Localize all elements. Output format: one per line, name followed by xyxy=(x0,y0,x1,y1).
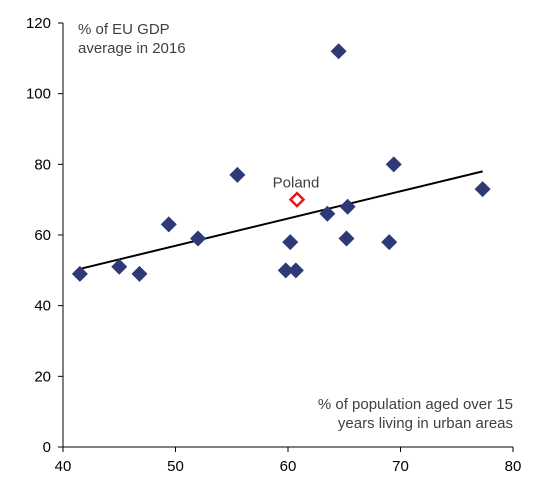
data-point xyxy=(160,216,177,233)
data-point xyxy=(381,234,398,251)
data-point xyxy=(111,258,128,275)
x-axis-note-line2: years living in urban areas xyxy=(338,415,513,432)
x-tick-label: 60 xyxy=(280,458,297,475)
y-axis-note-line2: average in 2016 xyxy=(78,40,186,57)
y-tick-label: 0 xyxy=(43,439,51,456)
data-point xyxy=(229,166,246,183)
point-labels: Poland xyxy=(273,175,320,192)
poland-label: Poland xyxy=(273,175,320,192)
x-tick-label: 50 xyxy=(167,458,184,475)
data-point xyxy=(282,234,299,251)
x-tick-label: 70 xyxy=(392,458,409,475)
poland-point xyxy=(288,191,306,208)
data-point xyxy=(287,262,304,279)
data-points xyxy=(71,43,491,282)
y-tick-label: 60 xyxy=(34,227,51,244)
data-point xyxy=(71,265,88,282)
y-tick-label: 120 xyxy=(26,15,51,32)
y-tick-label: 40 xyxy=(34,298,51,315)
x-axis-note-line1: % of population aged over 15 xyxy=(318,396,513,413)
y-tick-label: 100 xyxy=(26,86,51,103)
data-point xyxy=(277,262,294,279)
y-axis-note-line1: % of EU GDP xyxy=(78,21,170,38)
x-tick-label: 40 xyxy=(55,458,72,475)
x-tick-label: 80 xyxy=(505,458,522,475)
y-tick-label: 20 xyxy=(34,368,51,385)
data-point xyxy=(474,181,491,198)
x-axis-ticks: 40 50 60 70 80 xyxy=(55,447,522,475)
data-point xyxy=(319,205,336,222)
data-point xyxy=(330,43,347,60)
data-point xyxy=(385,156,402,173)
data-point xyxy=(131,265,148,282)
y-axis-ticks: 0 20 40 60 80 100 120 xyxy=(26,15,63,456)
axes xyxy=(62,23,513,448)
trendline xyxy=(79,170,483,270)
data-point xyxy=(338,230,355,247)
data-point xyxy=(190,230,206,247)
data-point xyxy=(339,198,356,215)
y-tick-label: 80 xyxy=(34,156,51,173)
